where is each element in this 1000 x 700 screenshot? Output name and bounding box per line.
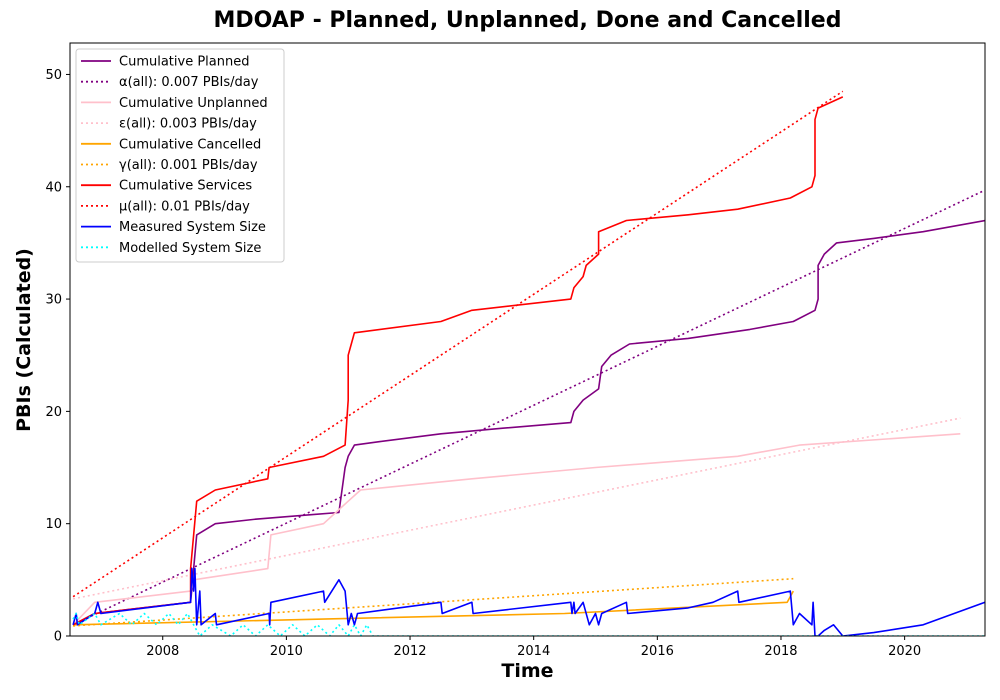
y-tick-label-0: 0 bbox=[54, 630, 62, 645]
chart-title: MDOAP - Planned, Unplanned, Done and Can… bbox=[213, 8, 842, 33]
series-line-8 bbox=[72, 567, 985, 636]
legend-box bbox=[75, 48, 285, 263]
x-tick-label-5: 2018 bbox=[764, 644, 797, 659]
axis-layer: 2008 2010 2012 2014 2016 2018 2020 0 10 20 30 40 50 bbox=[45, 68, 921, 659]
legend-label-1: α(all): 0.007 PBIs/day bbox=[119, 75, 259, 90]
x-tick-label-1: 2010 bbox=[270, 644, 303, 659]
series-line-6 bbox=[72, 96, 844, 626]
x-tick-label-6: 2020 bbox=[888, 644, 921, 659]
legend-label-7: μ(all): 0.01 PBIs/day bbox=[119, 199, 250, 214]
series-line-0 bbox=[72, 219, 985, 626]
legend-label-6: Cumulative Services bbox=[119, 179, 252, 194]
legend-label-4: Cumulative Cancelled bbox=[119, 137, 261, 152]
legend-label-2: Cumulative Unplanned bbox=[119, 96, 268, 111]
legend-label-8: Measured System Size bbox=[119, 220, 266, 235]
plot-frame bbox=[69, 42, 986, 637]
y-tick-label-5: 50 bbox=[45, 68, 62, 83]
series-layer bbox=[72, 90, 985, 636]
series-line-7 bbox=[72, 90, 844, 598]
series-line-1 bbox=[72, 189, 985, 626]
x-tick-label-0: 2008 bbox=[146, 644, 179, 659]
y-tick-label-3: 30 bbox=[45, 293, 62, 308]
y-tick-label-1: 10 bbox=[45, 517, 62, 532]
legend-label-9: Modelled System Size bbox=[119, 241, 261, 256]
legend: Cumulative Planned α(all): 0.007 PBIs/day… bbox=[75, 48, 285, 263]
series-line-3 bbox=[72, 417, 961, 600]
x-tick-label-2: 2012 bbox=[393, 644, 426, 659]
x-axis-label: Time bbox=[501, 660, 554, 682]
y-tick-label-2: 20 bbox=[45, 405, 62, 420]
legend-label-3: ε(all): 0.003 PBIs/day bbox=[119, 117, 257, 132]
series-line-9 bbox=[72, 612, 985, 636]
series-line-5 bbox=[73, 577, 794, 627]
x-tick-label-4: 2016 bbox=[641, 644, 674, 659]
y-tick-label-4: 40 bbox=[45, 180, 62, 195]
x-tick-label-3: 2014 bbox=[517, 644, 550, 659]
legend-label-5: γ(all): 0.001 PBIs/day bbox=[119, 158, 258, 173]
legend-label-0: Cumulative Planned bbox=[119, 55, 249, 70]
